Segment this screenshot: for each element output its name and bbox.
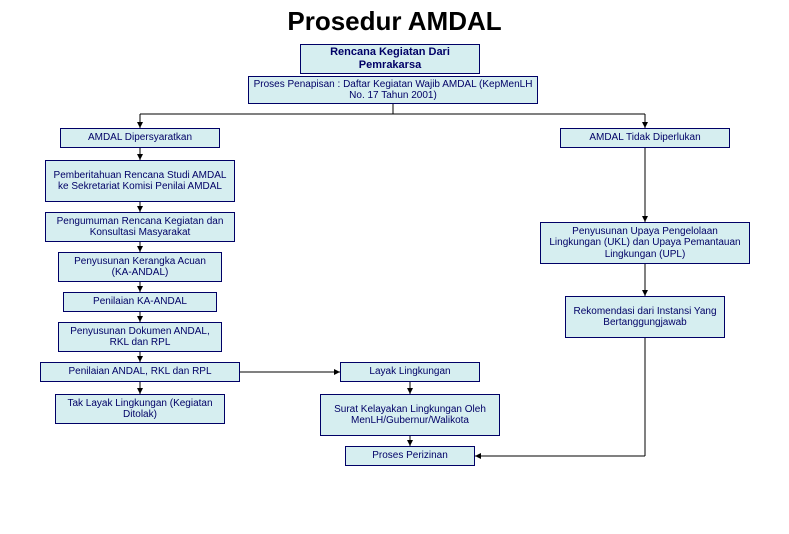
node-req: AMDAL Dipersyaratkan bbox=[60, 128, 220, 148]
node-evalandal: Penilaian ANDAL, RKL dan RPL bbox=[40, 362, 240, 382]
node-permit: Proses Perizinan bbox=[345, 446, 475, 466]
node-notreq: AMDAL Tidak Diperlukan bbox=[560, 128, 730, 148]
node-reject: Tak Layak Lingkungan (Kegiatan Ditolak) bbox=[55, 394, 225, 424]
node-rekom: Rekomendasi dari Instansi Yang Bertanggu… bbox=[565, 296, 725, 338]
node-screen: Proses Penapisan : Daftar Kegiatan Wajib… bbox=[248, 76, 538, 104]
node-uklupl: Penyusunan Upaya Pengelolaan Lingkungan … bbox=[540, 222, 750, 264]
node-start: Rencana Kegiatan Dari Pemrakarsa bbox=[300, 44, 480, 74]
node-skl: Surat Kelayakan Lingkungan Oleh MenLH/Gu… bbox=[320, 394, 500, 436]
node-kaandal: Penyusunan Kerangka Acuan (KA-ANDAL) bbox=[58, 252, 222, 282]
node-docandal: Penyusunan Dokumen ANDAL, RKL dan RPL bbox=[58, 322, 222, 352]
node-announce: Pengumuman Rencana Kegiatan dan Konsulta… bbox=[45, 212, 235, 242]
node-notify: Pemberitahuan Rencana Studi AMDAL ke Sek… bbox=[45, 160, 235, 202]
page-title: Prosedur AMDAL bbox=[0, 6, 789, 37]
node-evalka: Penilaian KA-ANDAL bbox=[63, 292, 217, 312]
node-feasible: Layak Lingkungan bbox=[340, 362, 480, 382]
